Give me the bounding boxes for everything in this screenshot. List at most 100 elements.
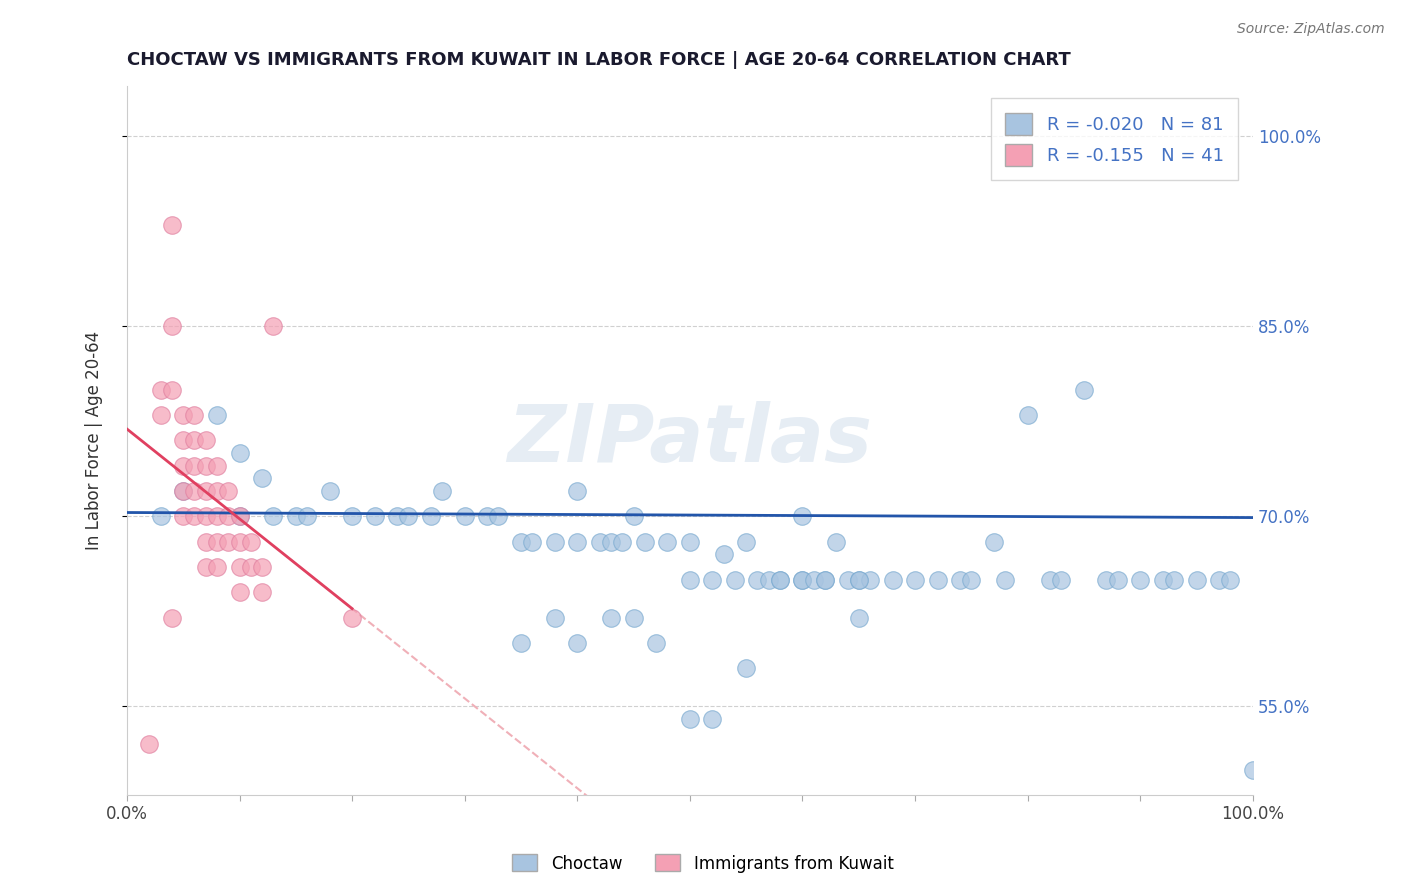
Point xyxy=(1073,383,1095,397)
Point xyxy=(239,534,262,549)
Point xyxy=(679,534,702,549)
Point xyxy=(1129,573,1152,587)
Point xyxy=(600,534,623,549)
Point xyxy=(927,573,949,587)
Point xyxy=(217,509,239,524)
Point xyxy=(363,509,385,524)
Point xyxy=(848,610,870,624)
Point xyxy=(567,534,589,549)
Point xyxy=(1095,573,1118,587)
Point xyxy=(848,573,870,587)
Point xyxy=(814,573,837,587)
Point xyxy=(160,319,183,334)
Point xyxy=(758,573,780,587)
Point xyxy=(295,509,318,524)
Point xyxy=(837,573,859,587)
Point xyxy=(149,509,172,524)
Point xyxy=(477,509,499,524)
Point xyxy=(172,483,194,498)
Point xyxy=(228,585,250,599)
Point xyxy=(149,408,172,422)
Point xyxy=(172,434,194,448)
Point xyxy=(183,509,205,524)
Point xyxy=(318,483,340,498)
Point xyxy=(1039,573,1062,587)
Point xyxy=(205,483,228,498)
Point xyxy=(183,458,205,473)
Point xyxy=(183,483,205,498)
Point xyxy=(510,534,533,549)
Point xyxy=(623,509,645,524)
Point xyxy=(262,319,284,334)
Point xyxy=(1050,573,1073,587)
Point xyxy=(194,483,217,498)
Point xyxy=(792,509,814,524)
Point xyxy=(430,483,453,498)
Point xyxy=(160,218,183,232)
Point xyxy=(792,573,814,587)
Text: ZIPatlas: ZIPatlas xyxy=(508,401,872,479)
Point xyxy=(228,509,250,524)
Point xyxy=(1163,573,1185,587)
Point xyxy=(284,509,307,524)
Point xyxy=(510,636,533,650)
Legend: Choctaw, Immigrants from Kuwait: Choctaw, Immigrants from Kuwait xyxy=(506,847,900,880)
Point xyxy=(205,534,228,549)
Point xyxy=(645,636,668,650)
Point xyxy=(160,383,183,397)
Point xyxy=(250,560,273,574)
Point xyxy=(228,446,250,460)
Y-axis label: In Labor Force | Age 20-64: In Labor Force | Age 20-64 xyxy=(86,331,103,549)
Point xyxy=(544,534,567,549)
Point xyxy=(228,534,250,549)
Point xyxy=(194,509,217,524)
Point xyxy=(488,509,510,524)
Point xyxy=(250,471,273,485)
Point xyxy=(138,738,160,752)
Point xyxy=(205,509,228,524)
Point xyxy=(882,573,904,587)
Point xyxy=(228,560,250,574)
Point xyxy=(983,534,1005,549)
Point xyxy=(567,636,589,650)
Point xyxy=(589,534,612,549)
Point xyxy=(172,458,194,473)
Point xyxy=(679,573,702,587)
Point xyxy=(172,483,194,498)
Point xyxy=(567,483,589,498)
Point xyxy=(205,560,228,574)
Point xyxy=(702,712,724,726)
Point xyxy=(544,610,567,624)
Text: CHOCTAW VS IMMIGRANTS FROM KUWAIT IN LABOR FORCE | AGE 20-64 CORRELATION CHART: CHOCTAW VS IMMIGRANTS FROM KUWAIT IN LAB… xyxy=(127,51,1070,69)
Point xyxy=(340,509,363,524)
Point xyxy=(419,509,441,524)
Point xyxy=(769,573,792,587)
Point xyxy=(792,573,814,587)
Legend: R = -0.020   N = 81, R = -0.155   N = 41: R = -0.020 N = 81, R = -0.155 N = 41 xyxy=(991,98,1239,180)
Point xyxy=(217,534,239,549)
Point xyxy=(194,534,217,549)
Point xyxy=(679,712,702,726)
Point xyxy=(1185,573,1208,587)
Point xyxy=(713,547,735,561)
Point xyxy=(1219,573,1241,587)
Point xyxy=(149,383,172,397)
Point xyxy=(814,573,837,587)
Point xyxy=(612,534,634,549)
Point xyxy=(194,434,217,448)
Point xyxy=(262,509,284,524)
Point xyxy=(1107,573,1129,587)
Point xyxy=(205,408,228,422)
Point xyxy=(1152,573,1174,587)
Point xyxy=(634,534,657,549)
Point xyxy=(454,509,477,524)
Point xyxy=(396,509,419,524)
Point xyxy=(194,458,217,473)
Point xyxy=(1208,573,1230,587)
Point xyxy=(859,573,882,587)
Point xyxy=(172,509,194,524)
Point xyxy=(657,534,679,549)
Point xyxy=(960,573,983,587)
Point xyxy=(183,408,205,422)
Point xyxy=(340,610,363,624)
